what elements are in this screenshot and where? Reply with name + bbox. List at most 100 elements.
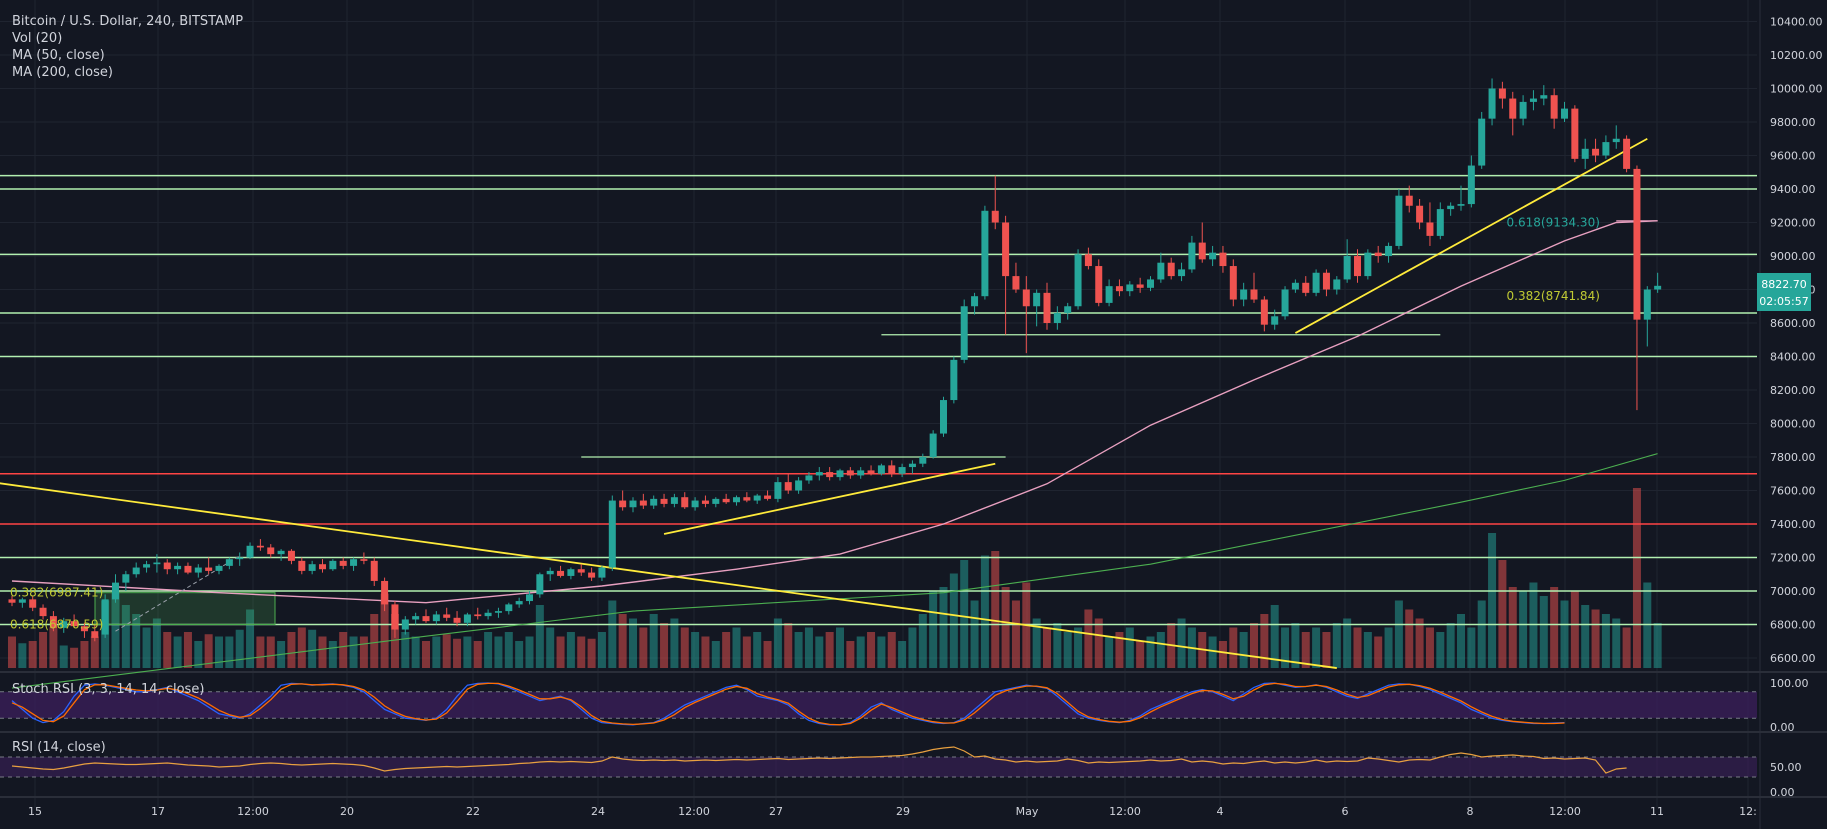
candle-body	[319, 564, 326, 570]
candle-body	[1126, 284, 1134, 292]
volume-bar	[991, 551, 1000, 668]
volume-bar	[163, 632, 172, 668]
ma50-line	[11, 220, 1658, 604]
volume-bar	[587, 638, 596, 668]
volume-bar	[1436, 632, 1445, 668]
volume-bar	[1363, 632, 1372, 668]
candle-body	[567, 569, 575, 576]
volume-bar	[1539, 596, 1548, 668]
volume-bar	[1415, 618, 1424, 668]
volume-bar	[597, 632, 606, 668]
price-axis[interactable]: 6600.00 6800.00 7000.00 7200.00 7400.00 7600.…	[1770, 16, 1823, 666]
time-tick-label: 12:00	[237, 805, 269, 818]
candle-body	[194, 567, 202, 573]
volume-bar	[18, 643, 27, 668]
candle-body	[1364, 252, 1372, 277]
volume-bar	[1632, 488, 1641, 668]
volume-bar	[711, 641, 720, 668]
volume-bar	[1001, 587, 1010, 668]
rsi-pane[interactable]: 50.00 0.00	[0, 746, 1802, 799]
legend-rsi: RSI (14, close)	[12, 740, 106, 755]
candle-body	[1302, 282, 1310, 293]
stoch-tick-label: 100.00	[1770, 677, 1809, 690]
candle-body	[1312, 272, 1320, 293]
candle-body	[1178, 269, 1186, 277]
volume-bar	[515, 641, 524, 668]
time-tick-label: 8	[1467, 805, 1474, 818]
volume-bar	[308, 629, 317, 668]
price-tick-label: 8000.00	[1770, 418, 1816, 431]
price-tick-label: 8600.00	[1770, 317, 1816, 330]
volume-bar	[908, 627, 917, 668]
candle-body	[381, 580, 389, 605]
volume-bar	[266, 636, 275, 668]
fib-label: 0.382(8741.84)	[1507, 289, 1600, 303]
candle-body	[1581, 148, 1589, 159]
candle-body	[960, 306, 968, 360]
time-tick-label: 6	[1342, 805, 1349, 818]
candle-body	[1529, 98, 1537, 102]
candle-body	[350, 559, 358, 566]
volume-bar	[1011, 600, 1020, 668]
volume-bars	[8, 488, 1662, 668]
candle-body	[1095, 266, 1103, 303]
volume-bar	[1477, 600, 1486, 668]
candle-body	[1250, 289, 1258, 300]
fib-labels: 0.618(9134.30) 0.382(8741.84) 0.382(6987.4…	[10, 216, 1600, 632]
volume-bar	[566, 632, 575, 668]
candle-body	[639, 500, 647, 506]
candle-body	[184, 565, 192, 573]
price-tick-label: 6800.00	[1770, 619, 1816, 632]
volume-bar	[1467, 627, 1476, 668]
candle-body	[1478, 118, 1486, 166]
candle-body	[112, 582, 119, 600]
price-tag-countdown: 02:05:57	[1759, 295, 1808, 308]
candle-body	[526, 594, 533, 602]
candle-body	[236, 557, 244, 560]
volume-bar	[1612, 618, 1621, 668]
legend-ma50: MA (50, close)	[12, 48, 105, 63]
candle-body	[857, 470, 865, 476]
candle-body	[950, 359, 958, 401]
candle-body	[1395, 195, 1403, 246]
stoch-rsi-pane[interactable]: 100.00 0.00	[0, 677, 1809, 734]
candle-body	[1271, 316, 1279, 325]
volume-bar	[256, 636, 265, 668]
candle-body	[1519, 101, 1527, 119]
volume-bar	[1425, 627, 1434, 668]
candle-body	[8, 599, 16, 603]
volume-bar	[1229, 627, 1238, 668]
time-tick-label: 20	[340, 805, 354, 818]
candle-body	[753, 495, 761, 501]
volume-bar	[111, 591, 120, 668]
time-tick-label: 29	[896, 805, 910, 818]
volume-bar	[980, 555, 989, 668]
candle-body	[701, 500, 709, 504]
price-tick-label: 7800.00	[1770, 451, 1816, 464]
volume-bar	[318, 636, 327, 668]
candle-body	[743, 497, 751, 501]
volume-bar	[856, 636, 865, 668]
volume-bar	[1250, 623, 1258, 668]
candle-body	[422, 616, 430, 622]
candle-body	[1571, 108, 1579, 159]
volume-bar	[1457, 614, 1465, 668]
price-tick-label: 9800.00	[1770, 116, 1816, 129]
candle-body	[29, 599, 37, 608]
volume-bar	[1291, 623, 1300, 668]
volume-bar	[1322, 632, 1331, 668]
candle-body	[1322, 272, 1330, 290]
candle-body	[588, 572, 596, 578]
candle-body	[122, 574, 130, 583]
volume-bar	[1343, 618, 1352, 668]
candle-body	[1033, 292, 1041, 307]
stoch-d-line	[11, 682, 1565, 726]
rsi-tick-label: 0.00	[1770, 786, 1795, 799]
volume-bar	[1653, 623, 1662, 668]
candle-body	[1291, 282, 1299, 290]
candle-body	[1209, 252, 1217, 260]
time-tick-label: 22	[466, 805, 480, 818]
time-axis[interactable]: 15 17 12:00 20 22 24 12:00 27 29 May 12:00 4 6 8 12:00…	[28, 805, 1757, 818]
volume-bar	[1084, 609, 1093, 668]
